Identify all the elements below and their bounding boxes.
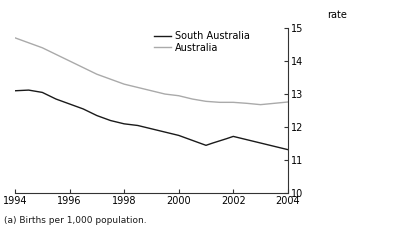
South Australia bbox=[190, 139, 195, 142]
Australia bbox=[285, 101, 290, 103]
South Australia bbox=[231, 135, 236, 138]
Australia bbox=[67, 60, 72, 62]
South Australia bbox=[285, 148, 290, 151]
South Australia bbox=[245, 138, 249, 141]
South Australia bbox=[163, 131, 168, 133]
South Australia bbox=[13, 89, 17, 92]
South Australia bbox=[135, 124, 140, 127]
Australia bbox=[163, 93, 168, 95]
Australia bbox=[245, 102, 249, 105]
Australia bbox=[81, 66, 86, 69]
South Australia bbox=[54, 98, 58, 100]
Australia bbox=[217, 101, 222, 104]
South Australia bbox=[224, 137, 229, 140]
Australia bbox=[54, 53, 58, 56]
Legend: South Australia, Australia: South Australia, Australia bbox=[154, 31, 250, 53]
Australia bbox=[135, 86, 140, 89]
Australia bbox=[231, 101, 236, 104]
Text: (a) Births per 1,000 population.: (a) Births per 1,000 population. bbox=[4, 216, 146, 225]
South Australia bbox=[210, 142, 215, 144]
South Australia bbox=[81, 108, 86, 110]
South Australia bbox=[204, 144, 208, 147]
South Australia bbox=[272, 145, 277, 148]
Australia bbox=[122, 83, 127, 86]
Australia bbox=[258, 103, 263, 106]
Australia bbox=[176, 94, 181, 97]
South Australia bbox=[26, 89, 31, 91]
Australia bbox=[26, 42, 31, 44]
Australia bbox=[94, 73, 99, 76]
Australia bbox=[13, 37, 17, 39]
Australia bbox=[149, 89, 154, 92]
Australia bbox=[108, 78, 113, 81]
Line: Australia: Australia bbox=[15, 38, 288, 105]
South Australia bbox=[258, 142, 263, 144]
Australia bbox=[40, 46, 45, 49]
Australia bbox=[204, 100, 208, 103]
South Australia bbox=[149, 127, 154, 130]
South Australia bbox=[122, 123, 127, 125]
South Australia bbox=[94, 114, 99, 117]
South Australia bbox=[40, 91, 45, 94]
South Australia bbox=[176, 134, 181, 137]
Australia bbox=[190, 98, 195, 100]
Text: rate: rate bbox=[327, 10, 347, 20]
Australia bbox=[272, 102, 277, 105]
Line: South Australia: South Australia bbox=[15, 90, 288, 150]
South Australia bbox=[108, 119, 113, 122]
South Australia bbox=[67, 103, 72, 105]
